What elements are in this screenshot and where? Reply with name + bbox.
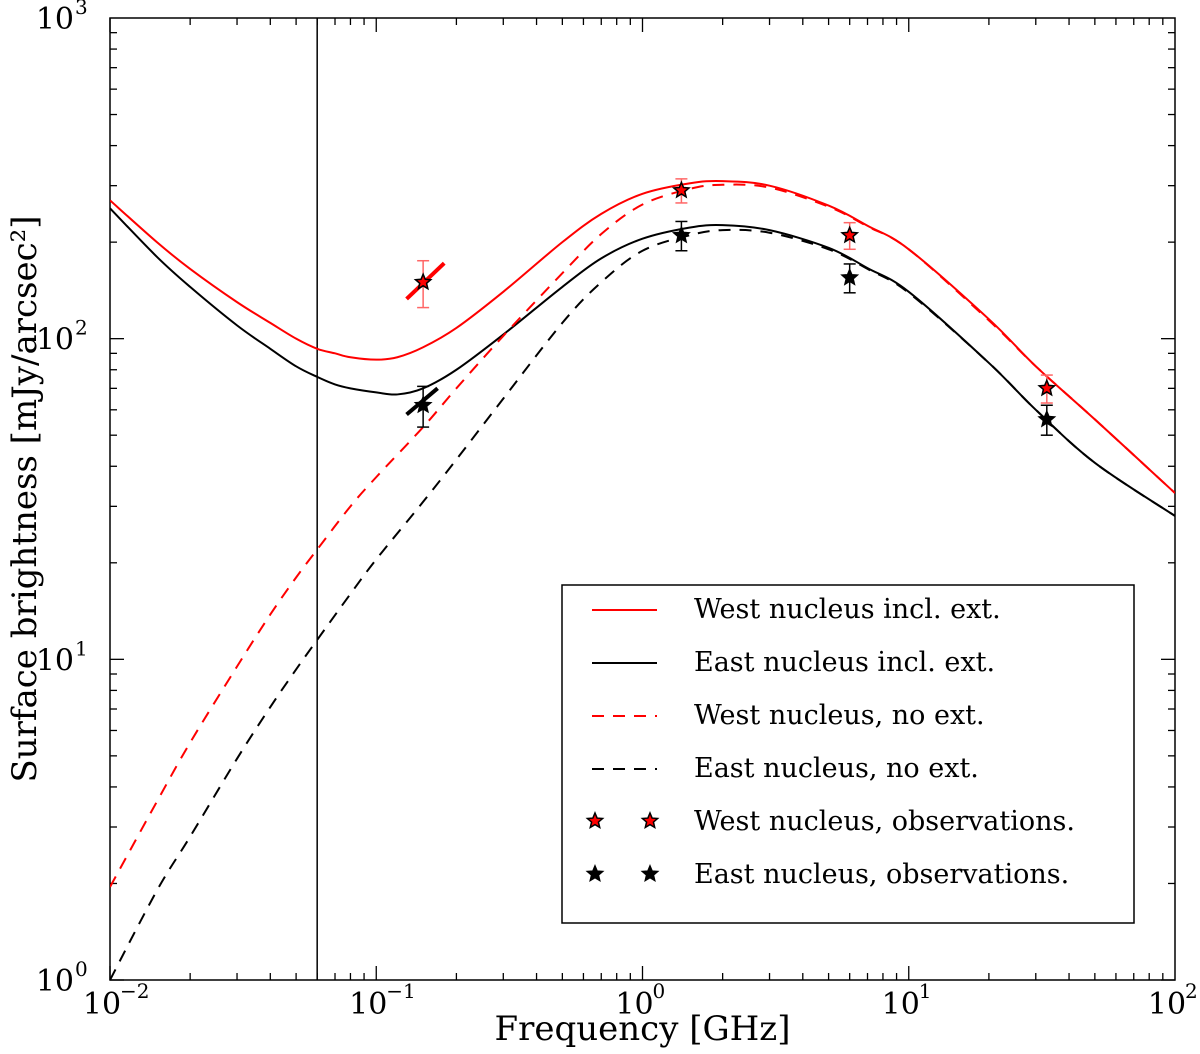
- legend-star-swatch: [640, 864, 660, 883]
- legend-label: West nucleus incl. ext.: [694, 594, 1001, 625]
- x-tick-exponent: −1: [386, 979, 415, 1003]
- y-tick-exponent: 0: [75, 957, 88, 981]
- observation-star-marker: [671, 180, 691, 199]
- legend-label: West nucleus, no ext.: [694, 700, 985, 731]
- observation-star-marker: [413, 395, 433, 414]
- y-tick-label: 10: [36, 643, 74, 678]
- x-tick-exponent: −2: [120, 979, 149, 1003]
- series-line-east-nucleus-no-ext: [110, 228, 1175, 980]
- x-axis-label: Frequency [GHz]: [495, 1009, 791, 1049]
- y-tick-exponent: 1: [75, 636, 88, 660]
- legend-label: West nucleus, observations.: [694, 806, 1075, 837]
- plot-frame: [109, 17, 1176, 981]
- y-tick-label: 10: [36, 323, 74, 358]
- legend-label: East nucleus, no ext.: [694, 753, 979, 784]
- y-axis-label: Surface brightness [mJy/arcsec²]: [5, 215, 45, 782]
- observation-star-marker: [1037, 409, 1057, 428]
- legend-star-swatch: [585, 864, 605, 883]
- observations-group: [413, 178, 1057, 436]
- y-tick-exponent: 2: [75, 316, 88, 340]
- series-group: [110, 18, 1175, 980]
- y-tick-exponent: 3: [75, 0, 88, 19]
- x-tick-exponent: 0: [653, 979, 666, 1003]
- axis-ticks: [109, 18, 1175, 981]
- y-tick-label: 10: [36, 964, 74, 999]
- legend-star-swatch: [640, 811, 660, 830]
- legend-box: [561, 584, 1135, 924]
- legend-label: East nucleus incl. ext.: [694, 647, 995, 678]
- legend-label: East nucleus, observations.: [694, 859, 1069, 890]
- series-line-west-nucleus-no-ext: [110, 183, 1175, 888]
- x-tick-label: 10: [349, 987, 387, 1022]
- observation-star-marker: [671, 225, 691, 244]
- x-tick-label: 10: [1148, 987, 1186, 1022]
- observation-star-marker: [840, 225, 860, 244]
- legend-star-swatch: [585, 811, 605, 830]
- x-tick-label: 10: [83, 987, 121, 1022]
- observation-star-marker: [413, 272, 433, 291]
- y-tick-label: 10: [36, 2, 74, 37]
- x-tick-label: 10: [615, 987, 653, 1022]
- x-tick-label: 10: [882, 987, 920, 1022]
- x-tick-exponent: 1: [919, 979, 932, 1003]
- series-line-west-nucleus-incl-ext: [110, 179, 1175, 494]
- x-tick-exponent: 2: [1185, 979, 1198, 1003]
- observation-star-marker: [1037, 378, 1057, 397]
- observation-star-marker: [840, 267, 860, 286]
- legend: West nucleus incl. ext. East nucleus incl…: [561, 584, 1135, 924]
